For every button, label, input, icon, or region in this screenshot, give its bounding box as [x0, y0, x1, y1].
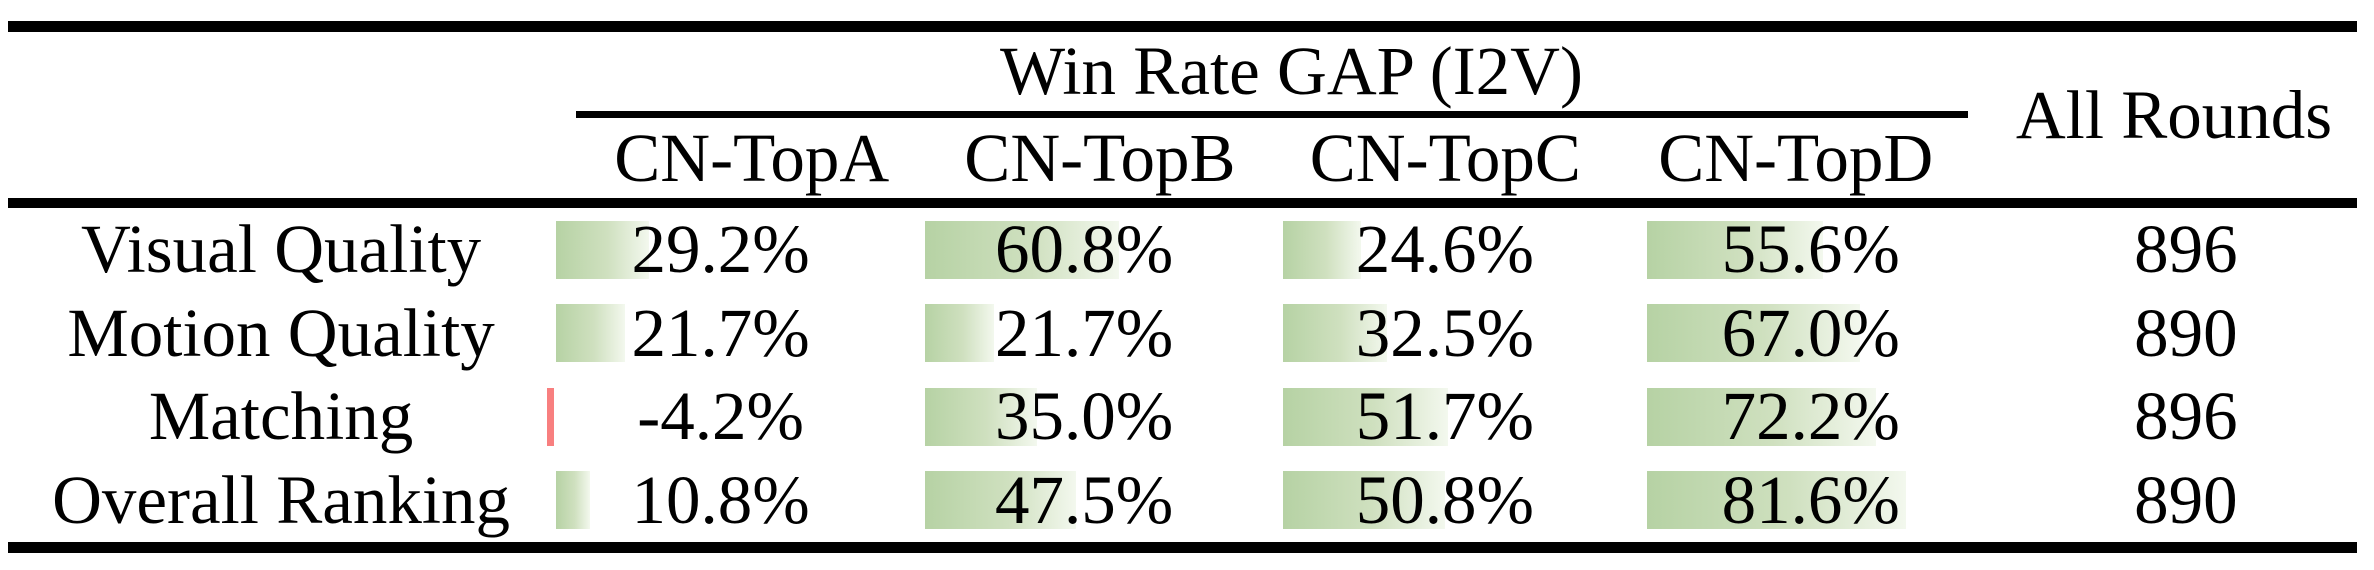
- data-cell: 24.6%: [1282, 208, 1646, 292]
- data-cell: 67.0%: [1646, 292, 2014, 376]
- win-rate-value: 50.8%: [1355, 461, 1534, 538]
- win-rate-value: 72.2%: [1721, 378, 1900, 455]
- win-rate-bar: [1283, 387, 1448, 446]
- data-cell: 55.6%: [1646, 208, 2014, 292]
- column-header-cn-topd: CN-TopD: [1658, 119, 1934, 196]
- win-rate-value: 24.6%: [1355, 211, 1534, 288]
- row-label: Overall Ranking: [52, 461, 511, 538]
- win-rate-bar: [1283, 471, 1445, 530]
- row-label: Visual Quality: [80, 211, 482, 288]
- group-header-win-rate-gap: Win Rate GAP (I2V): [1000, 33, 1583, 109]
- table-row: Visual Quality 29.2% 60.8% 24.6% 55.6% 8…: [7, 208, 2358, 292]
- win-rate-bar: [1646, 471, 1907, 530]
- win-rate-bar: [925, 304, 995, 363]
- win-rate-value: 32.5%: [1355, 294, 1534, 371]
- all-rounds-value: 896: [2134, 211, 2238, 288]
- win-rate-value: 67.0%: [1721, 294, 1900, 371]
- data-cell: 21.7%: [924, 292, 1282, 376]
- table-row: Motion Quality 21.7% 21.7% 32.5% 67.0% 8…: [7, 292, 2358, 376]
- row-label: Matching: [148, 378, 414, 455]
- data-cell: 47.5%: [924, 459, 1282, 543]
- table-row: Matching -4.2% 35.0% 51.7% 72.2% 896: [7, 375, 2358, 459]
- win-rate-value: 10.8%: [631, 461, 810, 538]
- win-rate-value: -4.2%: [637, 378, 805, 455]
- table-top-rule: [8, 21, 2357, 32]
- data-cell: 21.7%: [555, 292, 924, 376]
- win-rate-value: 21.7%: [995, 294, 1174, 371]
- all-rounds-value: 890: [2134, 461, 2238, 538]
- column-header-all-rounds: All Rounds: [2015, 76, 2333, 153]
- win-rate-bar: [1646, 387, 1877, 446]
- data-cell: 51.7%: [1282, 375, 1646, 459]
- column-header-cn-topb: CN-TopB: [964, 119, 1236, 196]
- data-cell: -4.2%: [547, 375, 924, 459]
- column-headers: CN-TopA CN-TopB CN-TopC CN-TopD: [593, 118, 1990, 198]
- win-rate-value: 21.7%: [631, 294, 810, 371]
- win-rate-bar: [556, 220, 649, 279]
- win-rate-value: 35.0%: [995, 378, 1174, 455]
- table-bottom-rule: [8, 542, 2357, 553]
- win-rate-bar: [925, 471, 1077, 530]
- column-header-cn-topa: CN-TopA: [614, 119, 890, 196]
- win-rate-bar: [925, 387, 1037, 446]
- row-label: Motion Quality: [67, 294, 495, 371]
- table-body: Visual Quality 29.2% 60.8% 24.6% 55.6% 8…: [7, 208, 2358, 542]
- win-rate-bar: [1646, 304, 1860, 363]
- win-rate-value: 47.5%: [995, 461, 1174, 538]
- win-rate-bar: [1283, 220, 1362, 279]
- table-row: Overall Ranking 10.8% 47.5% 50.8% 81.6% …: [7, 459, 2358, 543]
- data-cell: 81.6%: [1646, 459, 2014, 543]
- win-rate-value: 51.7%: [1355, 378, 1534, 455]
- win-rate-bar: [547, 387, 555, 446]
- win-rate-value: 81.6%: [1721, 461, 1900, 538]
- win-rate-value: 60.8%: [995, 211, 1174, 288]
- data-cell: 32.5%: [1282, 292, 1646, 376]
- all-rounds-value: 896: [2134, 378, 2238, 455]
- data-cell: 50.8%: [1282, 459, 1646, 543]
- column-header-cn-topc: CN-TopC: [1309, 119, 1581, 196]
- win-rate-value: 55.6%: [1721, 211, 1900, 288]
- data-cell: 35.0%: [924, 375, 1282, 459]
- data-cell: 72.2%: [1646, 375, 2014, 459]
- data-cell: 10.8%: [555, 459, 924, 543]
- table-header-rule: [8, 198, 2357, 208]
- group-header-underline: [576, 111, 1968, 118]
- win-rate-bar: [556, 471, 591, 530]
- win-rate-bar: [1646, 220, 1824, 279]
- win-rate-bar: [556, 304, 626, 363]
- win-rate-bar: [925, 220, 1119, 279]
- data-cell: 60.8%: [924, 208, 1282, 292]
- data-cell: 29.2%: [555, 208, 924, 292]
- all-rounds-value: 890: [2134, 294, 2238, 371]
- win-rate-value: 29.2%: [631, 211, 810, 288]
- win-rate-bar: [1283, 304, 1387, 363]
